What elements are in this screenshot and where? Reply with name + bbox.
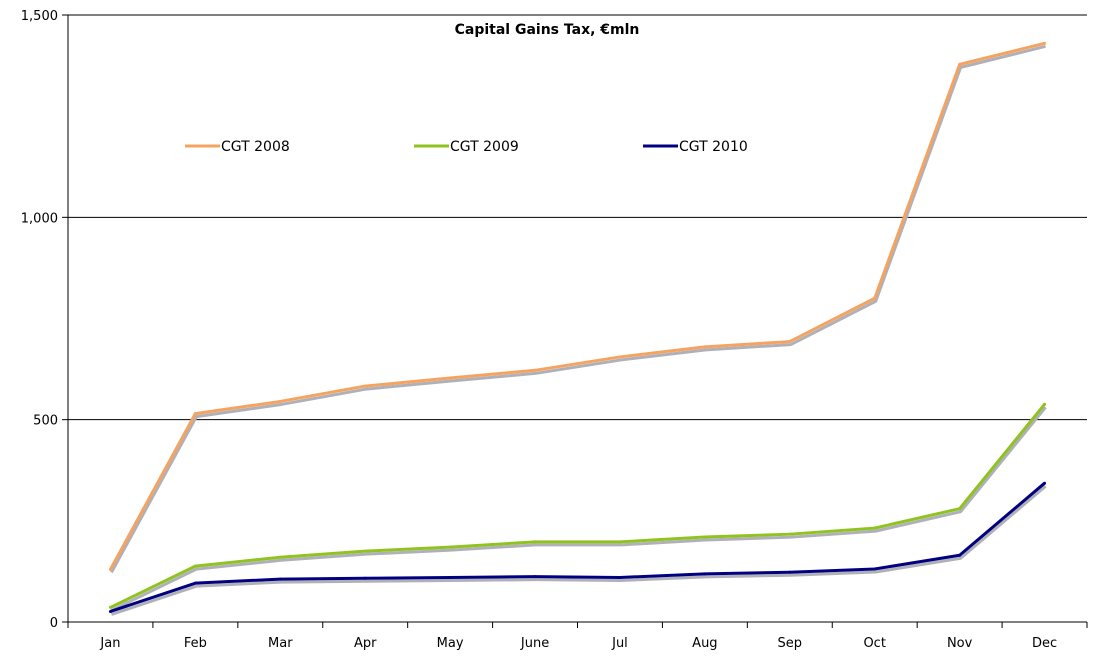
data-point [278,577,282,581]
data-point [618,575,622,579]
data-point [448,545,452,549]
legend: CGT 2008 CGT 2009 CGT 2010 [185,139,748,155]
data-point [703,345,707,349]
data-point [533,575,537,579]
data-point [363,384,367,388]
series-shadow-0 [110,44,1046,574]
data-point [958,62,962,66]
data-point [108,567,112,571]
x-tick-label-mar: Mar [268,636,293,651]
data-point [533,540,537,544]
data-point [703,572,707,576]
x-tick-label-nov: Nov [947,636,973,651]
data-point [193,581,197,585]
y-axis-ticks: 0 500 1,000 1,500 [21,9,68,631]
data-point [1043,481,1047,485]
series-shadow-2 [110,485,1047,616]
legend-label-2: CGT 2010 [679,139,748,155]
x-tick-label-jan: Jan [99,636,120,651]
data-point [448,376,452,380]
data-point [873,296,877,300]
data-point [788,570,792,574]
data-point [108,605,112,609]
data-point [448,575,452,579]
y-tick-label-0: 0 [50,616,58,631]
y-tick-label-1: 500 [33,414,58,429]
data-point [958,553,962,557]
series-lines [108,41,1047,616]
series-line-cgt-2008 [109,41,1045,571]
data-point [533,368,537,372]
series-line-cgt-2009 [109,403,1046,609]
data-point [108,609,112,613]
legend-label-0: CGT 2008 [221,139,290,155]
series-shadow-1 [110,406,1047,612]
data-point [1043,402,1047,406]
x-tick-label-may: May [437,636,464,651]
data-point [788,340,792,344]
data-point [193,412,197,416]
x-tick-label-aug: Aug [692,636,717,651]
data-point [1043,41,1047,45]
x-tick-label-oct: Oct [863,636,885,651]
chart-title: Capital Gains Tax, €mln [455,22,640,38]
y-tick-label-2: 1,000 [21,211,58,226]
data-point [618,355,622,359]
x-tick-label-june: June [520,636,549,651]
x-tick-label-dec: Dec [1032,636,1057,651]
data-point [873,526,877,530]
x-tick-label-sep: Sep [778,636,803,651]
data-point [958,507,962,511]
data-point [193,564,197,568]
gridlines [68,14,1087,421]
data-point [363,549,367,553]
series-line-cgt-2010 [109,482,1046,613]
x-axis-ticks: Jan Feb Mar Apr May June Jul Aug Sep Oct Nov Dec [67,622,1088,651]
legend-label-1: CGT 2009 [450,139,519,155]
data-point [278,399,282,403]
x-tick-label-apr: Apr [354,636,377,651]
x-tick-label-jul: Jul [611,636,628,651]
y-tick-label-3: 1,500 [21,9,58,24]
data-point [703,535,707,539]
data-point [363,576,367,580]
data-point [278,555,282,559]
data-point [788,532,792,536]
data-point [618,540,622,544]
x-tick-label-feb: Feb [184,636,207,651]
data-point [873,567,877,571]
